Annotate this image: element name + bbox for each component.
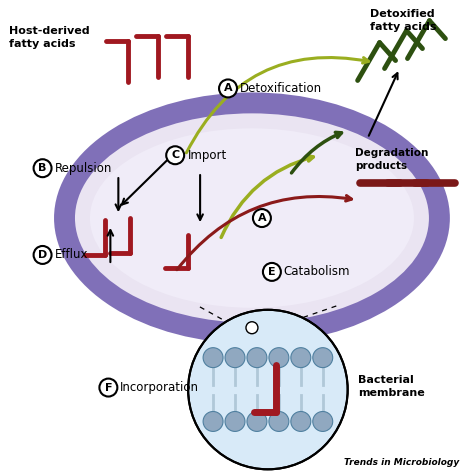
Circle shape xyxy=(291,411,311,431)
Text: Efflux: Efflux xyxy=(55,248,88,261)
Text: B: B xyxy=(38,163,47,173)
Text: Incorporation: Incorporation xyxy=(120,381,200,394)
Text: F: F xyxy=(105,382,112,392)
Text: fatty acids: fatty acids xyxy=(370,22,436,32)
Circle shape xyxy=(269,411,289,431)
Text: Repulsion: Repulsion xyxy=(55,162,112,175)
Circle shape xyxy=(247,348,267,368)
Circle shape xyxy=(313,411,333,431)
Circle shape xyxy=(291,348,311,368)
Circle shape xyxy=(313,348,333,368)
Circle shape xyxy=(225,411,245,431)
Circle shape xyxy=(225,348,245,368)
Text: Import: Import xyxy=(188,149,228,162)
Circle shape xyxy=(203,348,223,368)
Text: Trends in Microbiology: Trends in Microbiology xyxy=(344,458,459,467)
Circle shape xyxy=(34,159,52,177)
Circle shape xyxy=(203,411,223,431)
Circle shape xyxy=(247,411,267,431)
Circle shape xyxy=(219,79,237,97)
Text: Catabolism: Catabolism xyxy=(284,266,350,278)
Text: products: products xyxy=(355,161,407,171)
Circle shape xyxy=(188,310,347,469)
Text: Degradation: Degradation xyxy=(355,148,428,158)
Ellipse shape xyxy=(90,128,414,308)
Circle shape xyxy=(100,379,118,397)
Circle shape xyxy=(34,246,52,264)
Text: Bacterial: Bacterial xyxy=(358,375,413,385)
Text: A: A xyxy=(224,84,232,94)
Text: Detoxification: Detoxification xyxy=(240,82,322,95)
Ellipse shape xyxy=(54,93,450,344)
Text: A: A xyxy=(257,213,266,223)
Text: C: C xyxy=(171,150,179,160)
Text: Detoxified: Detoxified xyxy=(370,9,434,19)
Text: fatty acids: fatty acids xyxy=(9,38,75,48)
Circle shape xyxy=(269,348,289,368)
Text: D: D xyxy=(38,250,47,260)
Text: membrane: membrane xyxy=(358,388,424,398)
Circle shape xyxy=(263,263,281,281)
Circle shape xyxy=(246,322,258,334)
Circle shape xyxy=(166,146,184,164)
Circle shape xyxy=(253,209,271,227)
Text: Host-derived: Host-derived xyxy=(9,26,89,36)
Ellipse shape xyxy=(75,114,429,323)
Text: E: E xyxy=(268,267,276,277)
